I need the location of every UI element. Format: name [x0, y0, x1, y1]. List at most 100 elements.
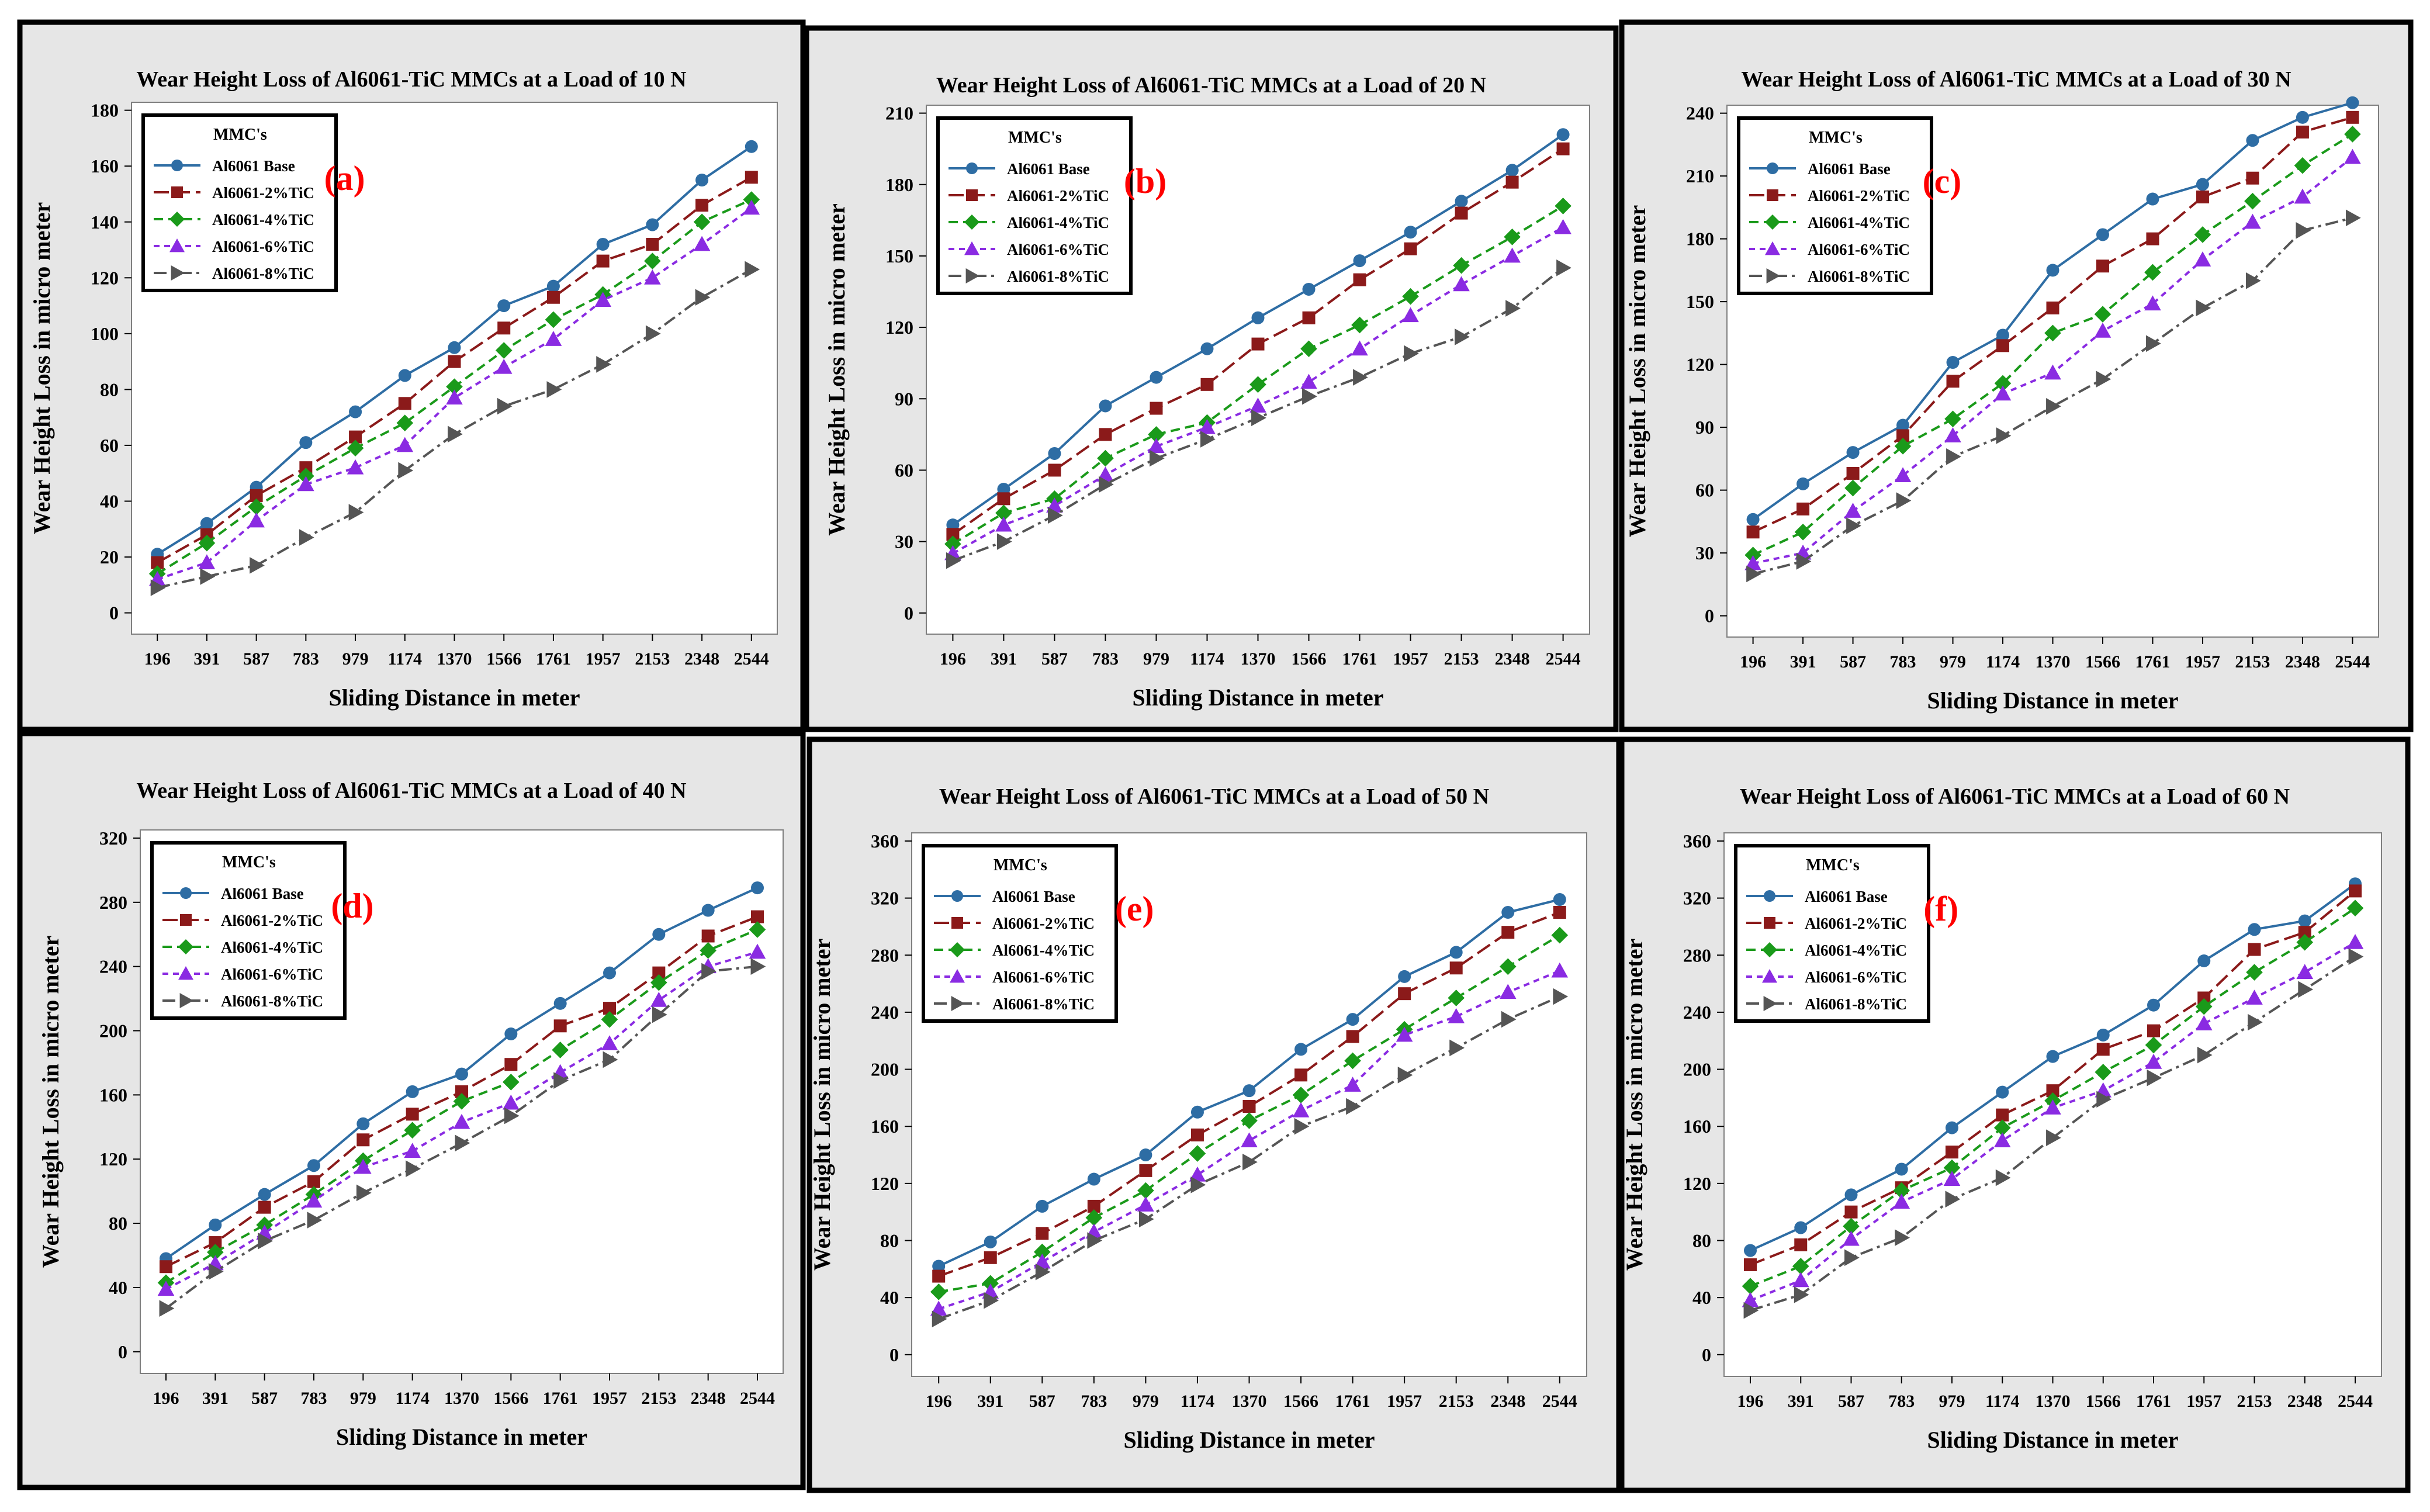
x-tick-label: 2153 — [1444, 649, 1479, 669]
data-point — [355, 1158, 372, 1174]
y-tick-label: 210 — [1686, 165, 1714, 186]
data-point — [1946, 375, 1960, 388]
data-point — [751, 910, 764, 923]
data-point — [1501, 926, 1515, 939]
data-point — [1504, 229, 1521, 245]
legend-label: Al6061-4%TiC — [1007, 214, 1109, 231]
data-point — [1744, 555, 1761, 570]
y-tick-label: 120 — [99, 1148, 127, 1170]
data-point — [545, 311, 562, 328]
y-tick-label: 240 — [1686, 103, 1714, 124]
data-point — [160, 1260, 172, 1274]
data-point — [1505, 175, 1519, 189]
data-point — [2145, 1036, 2162, 1054]
legend-label: Al6061-2%TiC — [1808, 187, 1910, 205]
x-tick-label: 1566 — [2086, 1392, 2121, 1411]
data-point — [2244, 213, 2261, 229]
data-point — [930, 1300, 947, 1316]
data-point — [745, 261, 760, 278]
x-tick-label: 1370 — [1232, 1392, 1267, 1411]
data-point — [652, 928, 666, 941]
chart-panel-4: Wear Height Loss of Al6061-TiC MMCs at a… — [17, 731, 806, 1490]
legend-marker — [964, 214, 979, 230]
legend-marker — [1767, 189, 1778, 201]
legend-label: Al6061-6%TiC — [1808, 241, 1910, 258]
series-5 — [1743, 948, 2364, 1319]
y-tick-label: 320 — [1683, 888, 1711, 909]
data-point — [1794, 1286, 1809, 1303]
x-tick-label: 979 — [1133, 1392, 1159, 1411]
data-point — [250, 489, 263, 502]
data-point — [701, 929, 715, 943]
legend-marker — [178, 939, 193, 954]
x-tick-label: 1761 — [2135, 652, 2170, 672]
x-tick-label: 2348 — [1490, 1392, 1525, 1411]
series-4 — [1744, 148, 2361, 570]
data-point — [406, 1108, 419, 1121]
data-point — [1742, 1292, 1759, 1307]
panel-letter: (b) — [1124, 162, 1166, 200]
data-point — [1035, 1263, 1051, 1281]
data-point — [2246, 171, 2259, 185]
data-point — [1896, 418, 1910, 432]
data-point — [1148, 438, 1165, 454]
x-tick-label: 1174 — [1985, 1392, 2019, 1411]
data-point — [495, 358, 513, 374]
legend-label: Al6061-8%TiC — [1808, 268, 1910, 285]
y-tick-label: 160 — [1683, 1116, 1711, 1137]
data-point — [2246, 964, 2263, 981]
data-point — [1551, 962, 1569, 978]
x-tick-label: 1761 — [1335, 1392, 1370, 1411]
data-point — [1351, 340, 1368, 356]
x-tick-label: 587 — [1840, 652, 1866, 672]
data-point — [1843, 1230, 1860, 1246]
x-tick-label: 979 — [1143, 649, 1169, 669]
legend-label: Al6061 Base — [1808, 160, 1891, 178]
chart-panel-6: Wear Height Loss of Al6061-TiC MMCs at a… — [1619, 736, 2411, 1493]
data-point — [1085, 1209, 1103, 1226]
data-point — [455, 1067, 468, 1081]
legend-box — [150, 841, 347, 1020]
y-tick-label: 320 — [871, 888, 899, 909]
x-tick-label: 391 — [1788, 1392, 1814, 1411]
y-tick-label: 100 — [91, 323, 119, 344]
legend-label: Al6061 Base — [1007, 160, 1090, 178]
legend-marker — [1766, 268, 1780, 283]
data-point — [2096, 371, 2111, 388]
chart-title: Wear Height Loss of Al6061-TiC MMCs at a… — [136, 67, 686, 92]
data-point — [1300, 340, 1317, 358]
x-tick-label: 196 — [940, 649, 966, 669]
data-point — [1346, 1030, 1359, 1043]
data-point — [1553, 893, 1566, 906]
chart-panel-1: Wear Height Loss of Al6061-TiC MMCs at a… — [17, 19, 806, 732]
data-point — [1993, 1132, 2011, 1148]
y-axis-label: Wear Height Loss in micro meter — [37, 936, 64, 1268]
data-point — [1844, 1188, 1858, 1202]
data-point — [2046, 1050, 2059, 1063]
y-tick-label: 200 — [871, 1059, 899, 1080]
y-tick-label: 0 — [109, 603, 119, 624]
data-point — [2296, 110, 2309, 124]
data-point — [2244, 192, 2261, 210]
x-tick-label: 1566 — [1292, 649, 1327, 669]
y-tick-label: 240 — [1683, 1002, 1711, 1023]
data-point — [1844, 503, 1861, 518]
legend-marker — [951, 917, 963, 929]
y-tick-label: 30 — [895, 531, 913, 552]
legend-label: Al6061-8%TiC — [1805, 995, 1907, 1013]
x-tick-label: 1566 — [1283, 1392, 1318, 1411]
series-2 — [160, 910, 764, 1274]
data-point — [1190, 1105, 1204, 1119]
data-point — [258, 1200, 271, 1214]
data-point — [2046, 397, 2061, 415]
data-point — [2146, 192, 2159, 206]
legend-marker — [966, 162, 978, 174]
legend-title: MMC's — [1806, 856, 1860, 874]
data-point — [406, 1085, 419, 1098]
legend-marker — [1764, 890, 1775, 902]
data-point — [207, 1244, 224, 1261]
series-5 — [150, 261, 760, 596]
x-tick-label: 1761 — [1342, 649, 1377, 669]
data-point — [2147, 1069, 2162, 1087]
data-point — [1744, 1244, 1757, 1257]
